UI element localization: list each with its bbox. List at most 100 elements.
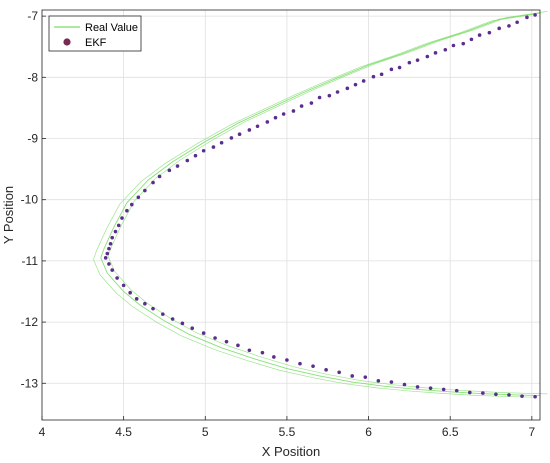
ekf-point	[115, 276, 119, 280]
legend-ekf-label: EKF	[85, 37, 107, 49]
ekf-point	[260, 350, 265, 355]
ekf-point	[397, 65, 402, 70]
ekf-point	[487, 30, 492, 35]
ekf-point	[291, 109, 296, 113]
x-tick-label: 4.5	[115, 425, 132, 439]
ekf-point	[533, 394, 537, 399]
ekf-point	[467, 390, 472, 395]
ekf-point	[299, 104, 304, 108]
ekf-point	[407, 60, 412, 65]
ekf-point	[425, 54, 430, 59]
ekf-point	[213, 336, 217, 340]
ekf-point	[454, 388, 459, 393]
y-tick-label: -12	[21, 315, 39, 329]
ekf-point	[389, 67, 394, 72]
ekf-point	[143, 188, 147, 193]
ekf-point	[170, 317, 175, 321]
ekf-point	[185, 158, 190, 163]
ekf-point	[175, 164, 180, 168]
series-ekf	[103, 13, 537, 399]
ekf-point	[236, 343, 240, 348]
ekf-point	[157, 174, 162, 179]
ekf-point	[224, 339, 229, 344]
ekf-point	[255, 124, 260, 129]
ekf-point	[507, 24, 511, 28]
ekf-point	[515, 20, 519, 25]
ekf-point	[335, 90, 340, 94]
y-tick-label: -9	[27, 132, 38, 146]
x-tick-label: 6	[365, 425, 372, 439]
ekf-point	[433, 51, 438, 55]
ekf-point	[229, 136, 234, 140]
ekf-point	[441, 387, 446, 392]
ekf-point	[125, 208, 129, 213]
plot-background	[42, 10, 540, 420]
ekf-point	[247, 128, 252, 132]
ekf-point	[285, 358, 289, 362]
ekf-point	[337, 370, 341, 375]
ekf-point	[107, 262, 111, 266]
real-value-line	[100, 12, 541, 396]
ekf-point	[327, 93, 332, 98]
ekf-point	[317, 95, 322, 100]
ekf-point	[477, 33, 482, 37]
ekf-point	[107, 246, 111, 251]
y-axis-ticks: -13 -12 -11 -10 -9 -8 -7	[21, 9, 46, 390]
y-tick-label: -13	[21, 376, 39, 390]
ekf-point	[105, 251, 110, 256]
ekf-point	[443, 47, 448, 52]
ekf-point	[128, 290, 132, 295]
x-tick-label: 5.5	[279, 425, 296, 439]
ekf-point	[461, 41, 466, 46]
ekf-point	[151, 306, 155, 311]
ekf-point	[379, 72, 384, 77]
ekf-point	[353, 82, 358, 87]
ekf-point	[272, 355, 276, 359]
ekf-point	[201, 331, 206, 335]
x-axis-label: X Position	[262, 444, 321, 459]
ekf-point	[281, 112, 286, 116]
legend-box	[48, 15, 142, 52]
plot-frame	[41, 9, 541, 421]
ekf-point	[121, 283, 126, 288]
ekf-point	[507, 393, 511, 397]
ekf-point	[533, 13, 537, 17]
y-axis-label: Y Position	[1, 186, 16, 244]
ekf-point	[103, 256, 108, 260]
ekf-point	[130, 202, 134, 207]
ekf-point	[113, 229, 118, 234]
ekf-point	[525, 15, 529, 20]
ekf-point	[350, 374, 355, 378]
ekf-point	[190, 326, 195, 331]
y-tick-label: -8	[27, 70, 38, 84]
ekf-point	[134, 297, 139, 301]
ekf-point	[298, 361, 302, 366]
real-value-line	[107, 11, 548, 395]
ekf-point	[167, 168, 172, 173]
x-tick-label: 7	[528, 425, 535, 439]
ekf-point	[494, 392, 498, 397]
ekf-point	[415, 58, 420, 62]
legend: Real Value EKF	[48, 15, 142, 52]
ekf-point	[469, 37, 474, 42]
ekf-point	[151, 180, 155, 185]
ekf-point	[324, 368, 328, 372]
ekf-point	[345, 86, 350, 91]
ekf-point	[136, 195, 141, 200]
y-tick-label: -11	[22, 254, 39, 268]
ekf-point	[219, 140, 224, 145]
y-tick-label: -10	[21, 193, 39, 207]
ekf-point	[237, 132, 242, 137]
legend-real-value-label: Real Value	[85, 22, 138, 34]
x-tick-label: 4	[39, 425, 46, 439]
ekf-point	[451, 43, 456, 48]
ekf-point	[309, 101, 314, 105]
series-real-value	[93, 11, 548, 398]
ekf-point	[110, 268, 115, 272]
real-value-line	[93, 14, 533, 398]
ekf-point	[265, 120, 270, 124]
ekf-point	[389, 380, 394, 384]
ekf-point	[201, 148, 206, 153]
ekf-point	[402, 382, 407, 387]
